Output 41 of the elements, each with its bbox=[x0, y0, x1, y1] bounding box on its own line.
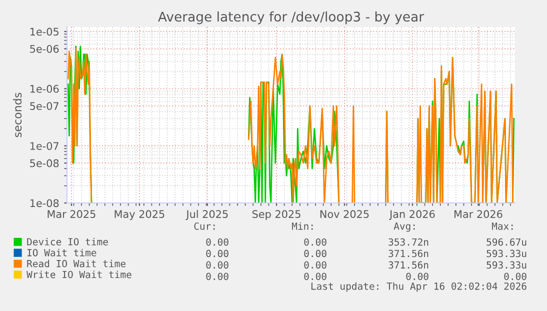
text: 0.00 bbox=[304, 272, 326, 280]
y-tick-label: 1e-08 bbox=[30, 199, 59, 208]
legend-label: Write IO Wait time bbox=[26, 270, 132, 278]
text: 353.72n bbox=[388, 238, 428, 246]
x-tick-label: Mar 2025 bbox=[48, 210, 96, 218]
text: Cur: bbox=[194, 222, 215, 230]
text: 0.00 bbox=[206, 250, 228, 258]
text: 0.00 bbox=[304, 261, 326, 269]
text: 0.00 bbox=[406, 272, 428, 280]
text: 593.33u bbox=[486, 250, 526, 258]
text: 371.56n bbox=[388, 261, 428, 269]
y-tick-label: 1e-07 bbox=[30, 142, 58, 150]
text: 0.00 bbox=[304, 238, 326, 246]
y-tick-label: 1e-05 bbox=[30, 28, 58, 36]
text: Min: bbox=[292, 222, 313, 230]
text: 0.00 bbox=[304, 250, 326, 258]
y-tick-label: 5e-06 bbox=[30, 44, 59, 53]
text: 0.00 bbox=[206, 238, 228, 246]
y-tick-label: 5e-08 bbox=[30, 159, 59, 168]
chart-title: Average latency for /dev/loop3 - by year bbox=[158, 11, 424, 24]
text: 593.33u bbox=[486, 261, 526, 269]
legend-label: IO Wait time bbox=[27, 248, 96, 256]
text: Max: bbox=[492, 222, 513, 230]
text: Last update: Thu Apr 16 02:02:04 2026 bbox=[311, 282, 526, 292]
text: Avg: bbox=[394, 222, 415, 232]
legend-label: Device IO time bbox=[27, 238, 108, 246]
x-tick-label: Sep 2025 bbox=[252, 210, 300, 220]
y-axis-title: seconds bbox=[13, 92, 22, 138]
x-tick-label: May 2025 bbox=[114, 210, 164, 220]
text: 0.00 bbox=[504, 272, 526, 280]
legend-label: Read IO Wait time bbox=[27, 260, 126, 268]
text: 596.67u bbox=[486, 238, 526, 246]
y-tick-label: 1e-06 bbox=[30, 84, 59, 93]
x-tick-label: Jul 2025 bbox=[186, 210, 228, 220]
text: 0.00 bbox=[206, 261, 228, 269]
x-tick-label: Nov 2025 bbox=[320, 210, 369, 218]
text: 0.00 bbox=[206, 272, 228, 280]
y-tick-label: 5e-07 bbox=[30, 102, 58, 110]
text: 371.56n bbox=[388, 250, 428, 258]
x-tick-label: Jan 2026 bbox=[388, 210, 435, 220]
x-tick-label: Mar 2026 bbox=[454, 210, 502, 218]
